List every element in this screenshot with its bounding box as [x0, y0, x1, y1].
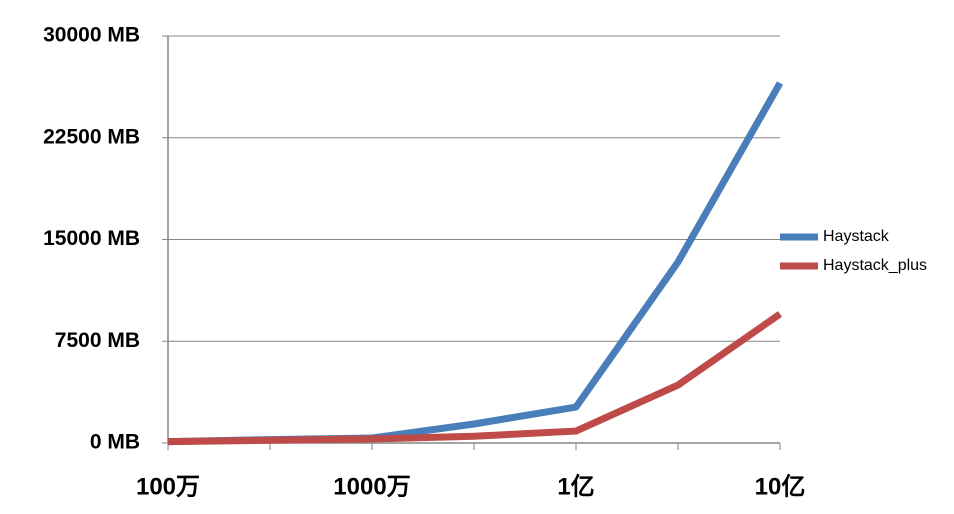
x-tick-label: 1000万 — [333, 473, 410, 500]
legend-label: Haystack — [823, 228, 890, 245]
y-tick-label: 22500 MB — [43, 125, 140, 148]
x-tick-label: 10亿 — [755, 473, 806, 500]
series-line — [167, 311, 783, 446]
x-tick-label: 1亿 — [557, 473, 594, 500]
x-tick-label: 100万 — [136, 473, 200, 500]
y-tick-label: 15000 MB — [43, 227, 140, 250]
y-tick-label: 7500 MB — [55, 329, 140, 352]
y-tick-label: 0 MB — [90, 431, 140, 454]
y-tick-label: 30000 MB — [43, 24, 140, 47]
legend-label: Haystack_plus — [823, 257, 927, 274]
series-line — [167, 81, 784, 446]
